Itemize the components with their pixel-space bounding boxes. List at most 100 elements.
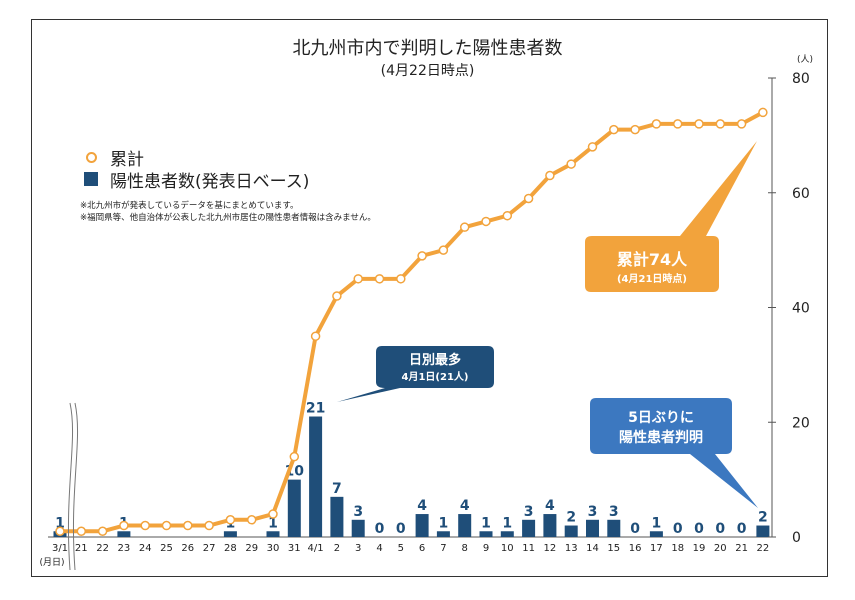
- bar: [756, 525, 770, 537]
- cumulative-point: [289, 451, 300, 462]
- cumulative-point: [353, 274, 363, 284]
- legend-label-cumulative: 累計: [110, 149, 144, 170]
- cumulative-point: [630, 124, 640, 135]
- cumulative-point: [310, 331, 321, 341]
- x-tick-label: 27: [203, 543, 216, 554]
- bar: [351, 519, 365, 537]
- x-unit-label: (月日): [39, 557, 64, 568]
- x-tick-label: 13: [565, 543, 578, 554]
- bar: [564, 525, 578, 537]
- bar: [330, 496, 344, 537]
- x-tick-label: 5: [398, 543, 404, 554]
- x-tick-label: 2: [334, 543, 340, 554]
- x-tick-label: 4/1: [308, 543, 324, 554]
- cumulative-point: [587, 142, 598, 152]
- cumulative-point: [332, 291, 342, 301]
- legend-item-daily: 陽性患者数(発表日ベース): [80, 168, 310, 192]
- cumulative-point: [523, 193, 534, 204]
- cumulative-point: [76, 526, 87, 537]
- bar: [649, 531, 663, 537]
- cumulative-point: [204, 520, 214, 531]
- bar-value-label: 0: [715, 521, 725, 537]
- bar: [543, 514, 557, 537]
- bar-value-label: 7: [332, 481, 342, 497]
- cumulative-point: [246, 515, 257, 525]
- y-tick-label: 80: [792, 71, 810, 87]
- bar: [607, 519, 621, 537]
- cumulative-point: [438, 245, 449, 255]
- x-tick-label: 20: [714, 543, 727, 554]
- bar-value-label: 21: [306, 401, 325, 417]
- cumulative-point: [268, 509, 278, 519]
- y-unit-label: (人): [797, 54, 813, 65]
- bar-value-label: 1: [268, 515, 278, 531]
- bar-value-label: 0: [673, 521, 683, 537]
- bar-value-label: 0: [737, 521, 747, 537]
- bar-value-label: 0: [396, 521, 406, 537]
- cumulative-point: [758, 107, 768, 118]
- note-line: ※福岡県等、他自治体が公表した北九州市居住の陽性患者情報は含みません。: [80, 213, 376, 223]
- axis-break: [67, 402, 79, 571]
- bar-value-label: 1: [481, 515, 491, 531]
- callout-max: 日別最多 4月1日(21人): [337, 346, 494, 402]
- bar-value-label: 3: [588, 504, 598, 520]
- cumulative-point: [417, 251, 427, 261]
- bar-value-label: 1: [652, 515, 662, 531]
- callout-cumulative-sub: (4月21日時点): [617, 272, 687, 285]
- cumulative-point: [161, 520, 172, 531]
- bar: [117, 531, 131, 537]
- bar-value-label: 1: [439, 515, 449, 531]
- x-tick-label: 24: [139, 543, 152, 554]
- x-tick-label: 7: [440, 543, 446, 554]
- legend-label-daily: 陽性患者数(発表日ベース): [110, 171, 310, 192]
- bar-value-label: 4: [460, 498, 470, 514]
- x-tick-label: 3: [355, 543, 361, 554]
- legend: 累計 陽性患者数(発表日ベース): [79, 146, 310, 192]
- bar: [223, 531, 237, 537]
- bar-value-label: 3: [353, 504, 363, 520]
- x-tick-label: 29: [245, 543, 258, 554]
- x-tick-label: 3/1: [52, 543, 68, 554]
- cumulative-point: [459, 222, 470, 232]
- square-marker-icon: [84, 172, 98, 186]
- bar-value-label: 0: [630, 521, 640, 537]
- bar: [479, 531, 493, 537]
- cumulative-point: [651, 119, 662, 129]
- bar: [287, 479, 301, 537]
- cumulative-point: [502, 210, 513, 221]
- axis-break-line: [72, 402, 79, 571]
- circle-marker-icon: [79, 151, 103, 163]
- chart-frame: [31, 19, 828, 577]
- x-tick-label: 25: [160, 543, 173, 554]
- cumulative-point: [481, 216, 491, 227]
- bar-value-label: 0: [375, 521, 385, 537]
- x-tick-label: 11: [522, 543, 535, 554]
- x-tick-label: 21: [75, 543, 88, 554]
- x-tick-label: 9: [483, 543, 489, 554]
- bar-value-label: 1: [502, 515, 512, 531]
- y-tick-label: 40: [792, 301, 810, 317]
- bar: [458, 514, 472, 537]
- x-tick-label: 18: [671, 543, 684, 554]
- axis-break-line: [67, 402, 74, 571]
- x-tick-label: 12: [544, 543, 557, 554]
- callout-recent-line2: 陽性患者判明: [619, 429, 703, 446]
- cumulative-point: [545, 170, 555, 181]
- bar: [522, 519, 536, 537]
- cumulative-point: [97, 526, 108, 537]
- bar: [415, 514, 429, 537]
- bar-value-label: 1: [55, 515, 65, 531]
- x-tick-label: 19: [693, 543, 706, 554]
- bar: [309, 416, 323, 537]
- cumulative-point: [396, 274, 406, 284]
- chart-subtitle: (4月22日時点): [380, 63, 475, 79]
- bar: [436, 531, 450, 537]
- y-tick-label: 60: [792, 186, 810, 202]
- bar-value-label: 2: [566, 510, 576, 526]
- bar-value-label: 0: [694, 521, 704, 537]
- legend-item-cumulative: 累計: [79, 146, 309, 170]
- cumulative-point: [55, 526, 65, 537]
- callout-cumulative: 累計74人 (4月21日時点): [585, 141, 757, 292]
- bar-value-label: 3: [609, 504, 619, 520]
- cumulative-point: [119, 520, 129, 531]
